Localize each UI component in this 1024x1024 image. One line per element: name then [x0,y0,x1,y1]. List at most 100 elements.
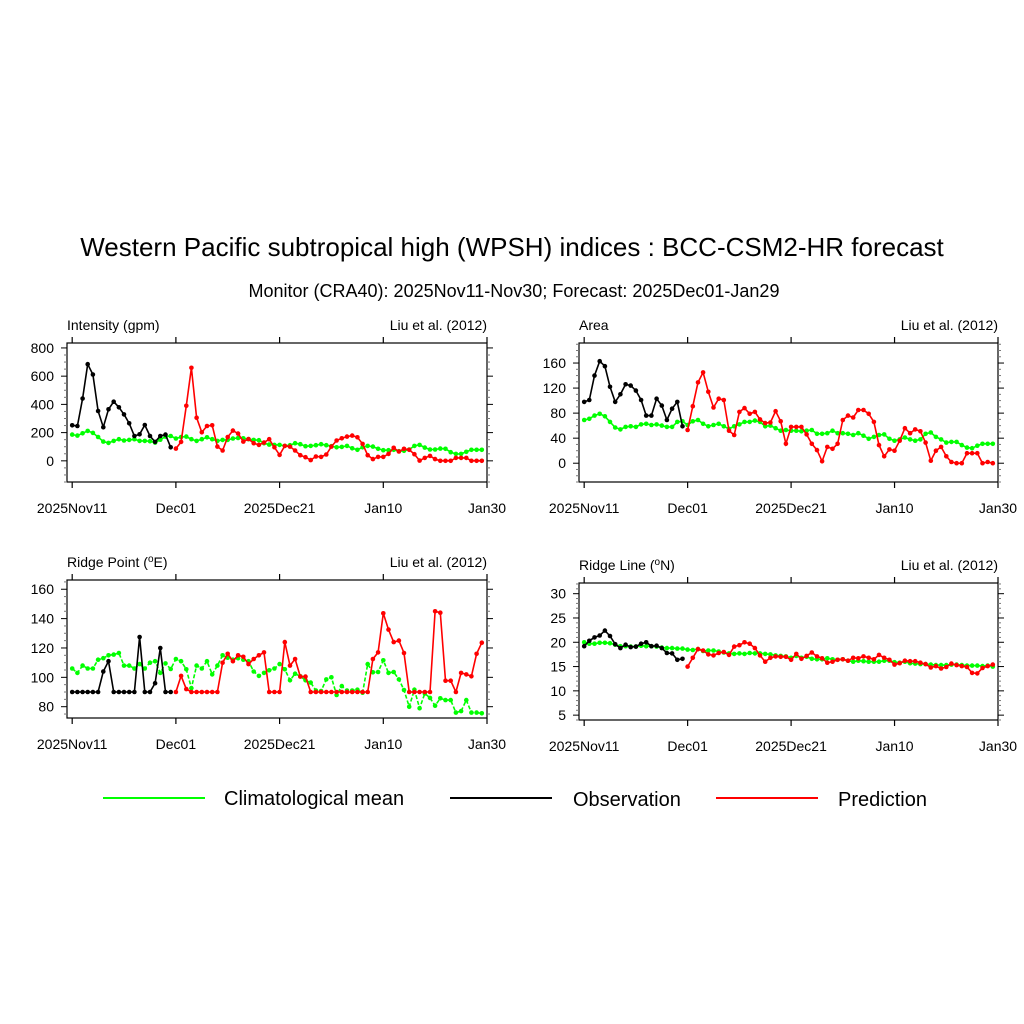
data-point [944,664,949,670]
series-observation [69,361,173,450]
data-point [737,642,742,648]
data-point [474,651,479,657]
data-point [375,446,381,452]
x-tick-label: 2025Nov11 [37,736,108,752]
data-point [194,438,199,444]
data-point [980,460,985,466]
data-point [731,644,737,649]
data-point [871,657,877,662]
data-point [706,648,711,653]
data-point [861,658,866,664]
data-point [272,666,277,671]
data-point [251,437,256,443]
data-point [597,358,602,364]
data-point [111,652,116,657]
x-tick-label: 2025Dec21 [244,736,316,752]
y-tick-label: 10 [550,683,566,699]
data-point [298,452,303,458]
data-point [438,610,443,615]
data-point [137,661,142,667]
data-point [804,432,809,437]
data-point [220,660,225,665]
figure-subtitle: Monitor (CRA40): 2025Nov11-Nov30; Foreca… [249,281,780,301]
data-point [241,654,246,660]
data-point [427,453,433,459]
data-point [106,407,111,412]
data-point [721,424,727,429]
data-point [643,413,649,418]
data-point [95,689,101,695]
data-point [365,452,371,458]
x-tick-label: Jan10 [875,500,913,516]
data-point [324,677,329,682]
data-point [168,666,173,672]
data-point [907,658,913,664]
data-point [949,459,954,465]
series-line [175,610,483,695]
data-point [168,445,173,450]
data-point [623,382,628,387]
data-point [303,454,308,460]
data-point [747,419,752,425]
data-point [726,652,732,658]
data-point [592,641,597,646]
data-point [147,438,153,444]
data-point [685,664,690,669]
data-point [695,417,701,423]
data-point [458,708,464,714]
data-point [204,423,210,429]
data-point [964,450,970,456]
data-point [747,411,752,417]
data-point [602,414,608,419]
data-point [458,670,464,676]
data-point [711,422,716,428]
data-point [711,648,716,653]
data-point [334,689,339,695]
data-point [581,399,587,405]
data-point [69,666,75,671]
data-point [928,458,934,464]
data-point [308,680,314,685]
data-point [391,669,397,675]
data-point [344,689,350,695]
data-point [581,643,587,649]
data-point [189,685,194,691]
series-line [71,652,482,715]
data-point [819,656,825,661]
data-point [474,458,479,464]
data-point [969,670,975,676]
data-point [835,657,840,663]
data-point [664,417,670,423]
data-point [246,661,251,667]
data-point [116,650,122,656]
data-point [381,447,386,453]
legend-label-observation: Observation [573,789,681,811]
data-point [215,444,220,449]
data-point [912,438,918,444]
data-point [990,460,996,466]
data-point [443,678,448,683]
data-point [944,440,949,445]
data-point [101,439,106,444]
data-point [75,670,80,676]
data-point [612,641,618,647]
data-point [370,444,376,449]
data-point [607,640,613,646]
x-tick-label: 2025Nov11 [549,738,620,754]
data-point [158,645,163,651]
data-point [830,428,835,434]
data-point [659,403,665,408]
x-tick-label: 2025Dec21 [244,500,316,516]
data-point [788,424,794,430]
data-point [287,663,293,668]
data-point [137,634,142,640]
data-point [856,430,861,436]
data-point [959,442,965,448]
data-point [111,399,116,405]
data-point [949,439,954,445]
data-point [845,413,851,418]
data-point [116,405,122,410]
data-point [75,433,80,438]
data-point [448,678,454,683]
y-tick-label: 800 [31,340,55,356]
